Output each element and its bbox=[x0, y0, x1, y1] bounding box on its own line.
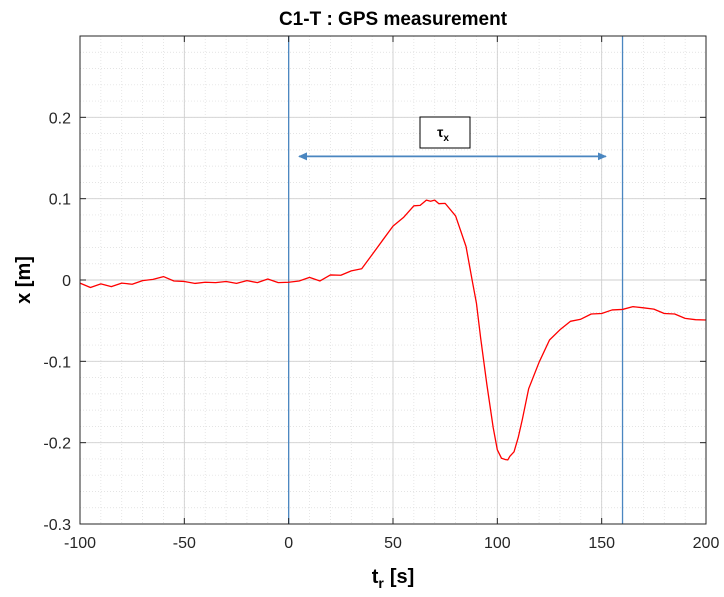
y-tick-labels: -0.3 -0.2 -0.1 0 0.1 0.2 bbox=[43, 110, 71, 534]
y-axis-label: x [m] bbox=[13, 256, 35, 304]
reference-lines bbox=[288, 36, 624, 524]
y-tick-label: 0.1 bbox=[49, 192, 71, 209]
x-tick-label: 100 bbox=[484, 535, 511, 552]
series-group bbox=[79, 199, 707, 461]
y-tick-label: -0.1 bbox=[43, 354, 71, 371]
annotation: τx bbox=[298, 116, 607, 161]
y-tick-label: -0.2 bbox=[43, 436, 71, 453]
tau-x-label-main: τ bbox=[437, 124, 444, 140]
tick-marks bbox=[79, 36, 707, 525]
tau-x-label: τx bbox=[437, 124, 449, 144]
x-axis-label-unit: [s] bbox=[390, 566, 414, 588]
y-tick-label: 0 bbox=[62, 273, 71, 290]
y-tick-label: -0.3 bbox=[43, 517, 71, 534]
x-tick-label: 200 bbox=[693, 535, 720, 552]
x-tick-label: -50 bbox=[173, 535, 196, 552]
x-tick-label: 0 bbox=[284, 535, 293, 552]
chart-title: C1-T : GPS measurement bbox=[279, 9, 508, 30]
x-tick-label: 50 bbox=[384, 535, 402, 552]
tau-x-label-box bbox=[419, 116, 471, 149]
series-line bbox=[79, 199, 707, 461]
y-tick-label: 0.2 bbox=[49, 110, 71, 127]
x-tick-label: 150 bbox=[588, 535, 615, 552]
x-tick-label: -100 bbox=[64, 535, 96, 552]
x-tick-labels: -100 -50 0 50 100 150 200 bbox=[64, 535, 719, 552]
tau-x-label-sub: x bbox=[443, 133, 449, 144]
x-axis-label: tr [s] bbox=[372, 566, 415, 591]
x-axis-label-sub: r bbox=[378, 575, 384, 591]
x-axis-label-main: t bbox=[372, 566, 379, 588]
